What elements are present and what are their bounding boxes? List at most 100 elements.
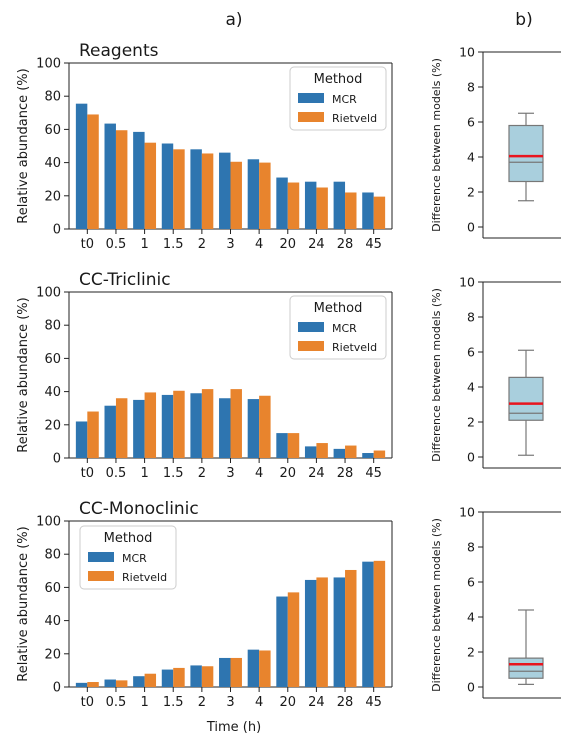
x-tick-label: 0.5 [106,466,127,481]
iqr-box [508,124,544,183]
legend-swatch-rietveld [88,571,114,581]
y-tick-label: 10 [459,505,475,520]
x-tick-label: 4 [255,237,263,252]
y-tick-label: 20 [44,189,61,204]
legend-swatch-mcr [298,322,324,332]
y-axis-label: Difference between models (%) [430,288,443,462]
x-tick-label: 4 [255,466,263,481]
x-tick-label: 2 [198,237,206,252]
y-tick-label: 80 [44,319,61,334]
x-tick-label: 45 [365,237,382,252]
bar-rietveld-0.5 [115,130,128,229]
bar-rietveld-24 [316,187,328,229]
y-axis-label: Difference between models (%) [430,58,443,232]
bar-rietveld-t0 [87,114,99,229]
legend-swatch-mcr [88,552,114,562]
bar-rietveld-t0 [87,411,99,458]
bar-rietveld-1.5 [173,667,185,687]
bar-mcr-0.5 [104,679,116,687]
y-tick-label: 60 [44,581,61,596]
x-tick-label: 0.5 [106,695,127,710]
bar-rietveld-45 [373,196,386,229]
y-tick-label: 80 [44,548,61,563]
y-tick-label: 2 [467,185,475,200]
x-axis-label: Time (h) [206,720,261,734]
legend-swatch-rietveld [298,341,324,351]
y-axis-label: Relative abundance (%) [16,68,31,224]
legend: Method MCR Rietveld [289,295,387,360]
bar-rietveld-1.5 [173,390,185,458]
panel-label-a: a) [225,10,242,30]
bar-rietveld-4 [259,650,271,687]
bar-mcr-2 [190,665,202,687]
x-tick-label: 28 [337,695,354,710]
bar-rietveld-28 [345,569,357,687]
y-tick-label: 0 [467,680,475,695]
x-tick-label: 1 [140,237,148,252]
y-tick-label: 2 [467,415,475,430]
bar-mcr-1 [133,131,145,229]
x-tick-label: 28 [337,237,354,252]
bar-rietveld-1.5 [173,149,185,229]
y-tick-label: 4 [467,380,475,395]
bar-mcr-3 [219,152,231,229]
x-tick-label: 2 [198,466,206,481]
chart-title: CC-Monoclinic [79,499,199,519]
y-tick-label: 0 [467,450,475,465]
bar-mcr-2 [190,393,202,458]
bar-mcr-1 [133,676,145,687]
bar-mcr-28 [333,448,346,458]
bar-rietveld-0.5 [115,680,128,687]
x-tick-label: 2 [198,695,206,710]
bar-rietveld-24 [316,443,328,458]
bar-mcr-t0 [75,682,88,687]
x-tick-label: 0.5 [106,237,127,252]
bar-mcr-45 [362,453,374,458]
y-tick-label: 40 [44,614,61,629]
bar-rietveld-t0 [87,682,99,687]
y-tick-label: 20 [44,647,61,662]
bar-rietveld-3 [230,161,242,229]
box-plot-1: Difference between models (%) 0 2 4 6 8 10 [430,45,561,239]
bar-chart-1: Reagents Relative abundance (%) 0 20 40 60 80 1… [16,41,393,252]
x-tick-label: 4 [255,695,263,710]
bar-mcr-0.5 [104,123,116,229]
legend-swatch-rietveld [298,112,324,122]
x-tick-label: 24 [308,466,325,481]
y-axis-label: Relative abundance (%) [16,297,31,453]
y-tick-label: 10 [459,45,475,60]
bar-mcr-1.5 [161,394,174,458]
bar-mcr-t0 [75,103,88,229]
bar-rietveld-3 [230,389,242,458]
y-tick-label: 100 [36,57,61,72]
bar-mcr-20 [276,177,288,229]
bar-mcr-t0 [75,421,88,458]
y-tick-label: 6 [467,345,475,360]
bar-rietveld-4 [259,162,271,229]
y-tick-label: 0 [467,220,475,235]
y-tick-label: 40 [44,156,61,171]
x-tick-label: 24 [308,695,325,710]
y-tick-label: 10 [459,275,475,290]
bar-rietveld-1 [144,673,157,687]
y-tick-label: 0 [53,223,61,238]
bar-rietveld-3 [230,657,242,687]
y-tick-label: 4 [467,150,475,165]
x-tick-label: 1.5 [163,695,184,710]
bar-rietveld-1 [144,392,157,458]
bar-mcr-20 [276,596,288,687]
bar-rietveld-2 [201,153,214,229]
y-tick-label: 8 [467,310,475,325]
y-tick-label: 100 [36,286,61,301]
bar-mcr-24 [304,181,317,229]
x-tick-label: 3 [226,695,234,710]
x-tick-label: 20 [279,466,296,481]
y-tick-label: 0 [53,452,61,467]
y-axis-label: Relative abundance (%) [16,526,31,682]
bar-mcr-45 [362,561,374,687]
y-tick-label: 8 [467,80,475,95]
bar-mcr-0.5 [104,405,116,458]
chart-title: Reagents [79,41,159,61]
legend-title: Method [314,301,363,316]
